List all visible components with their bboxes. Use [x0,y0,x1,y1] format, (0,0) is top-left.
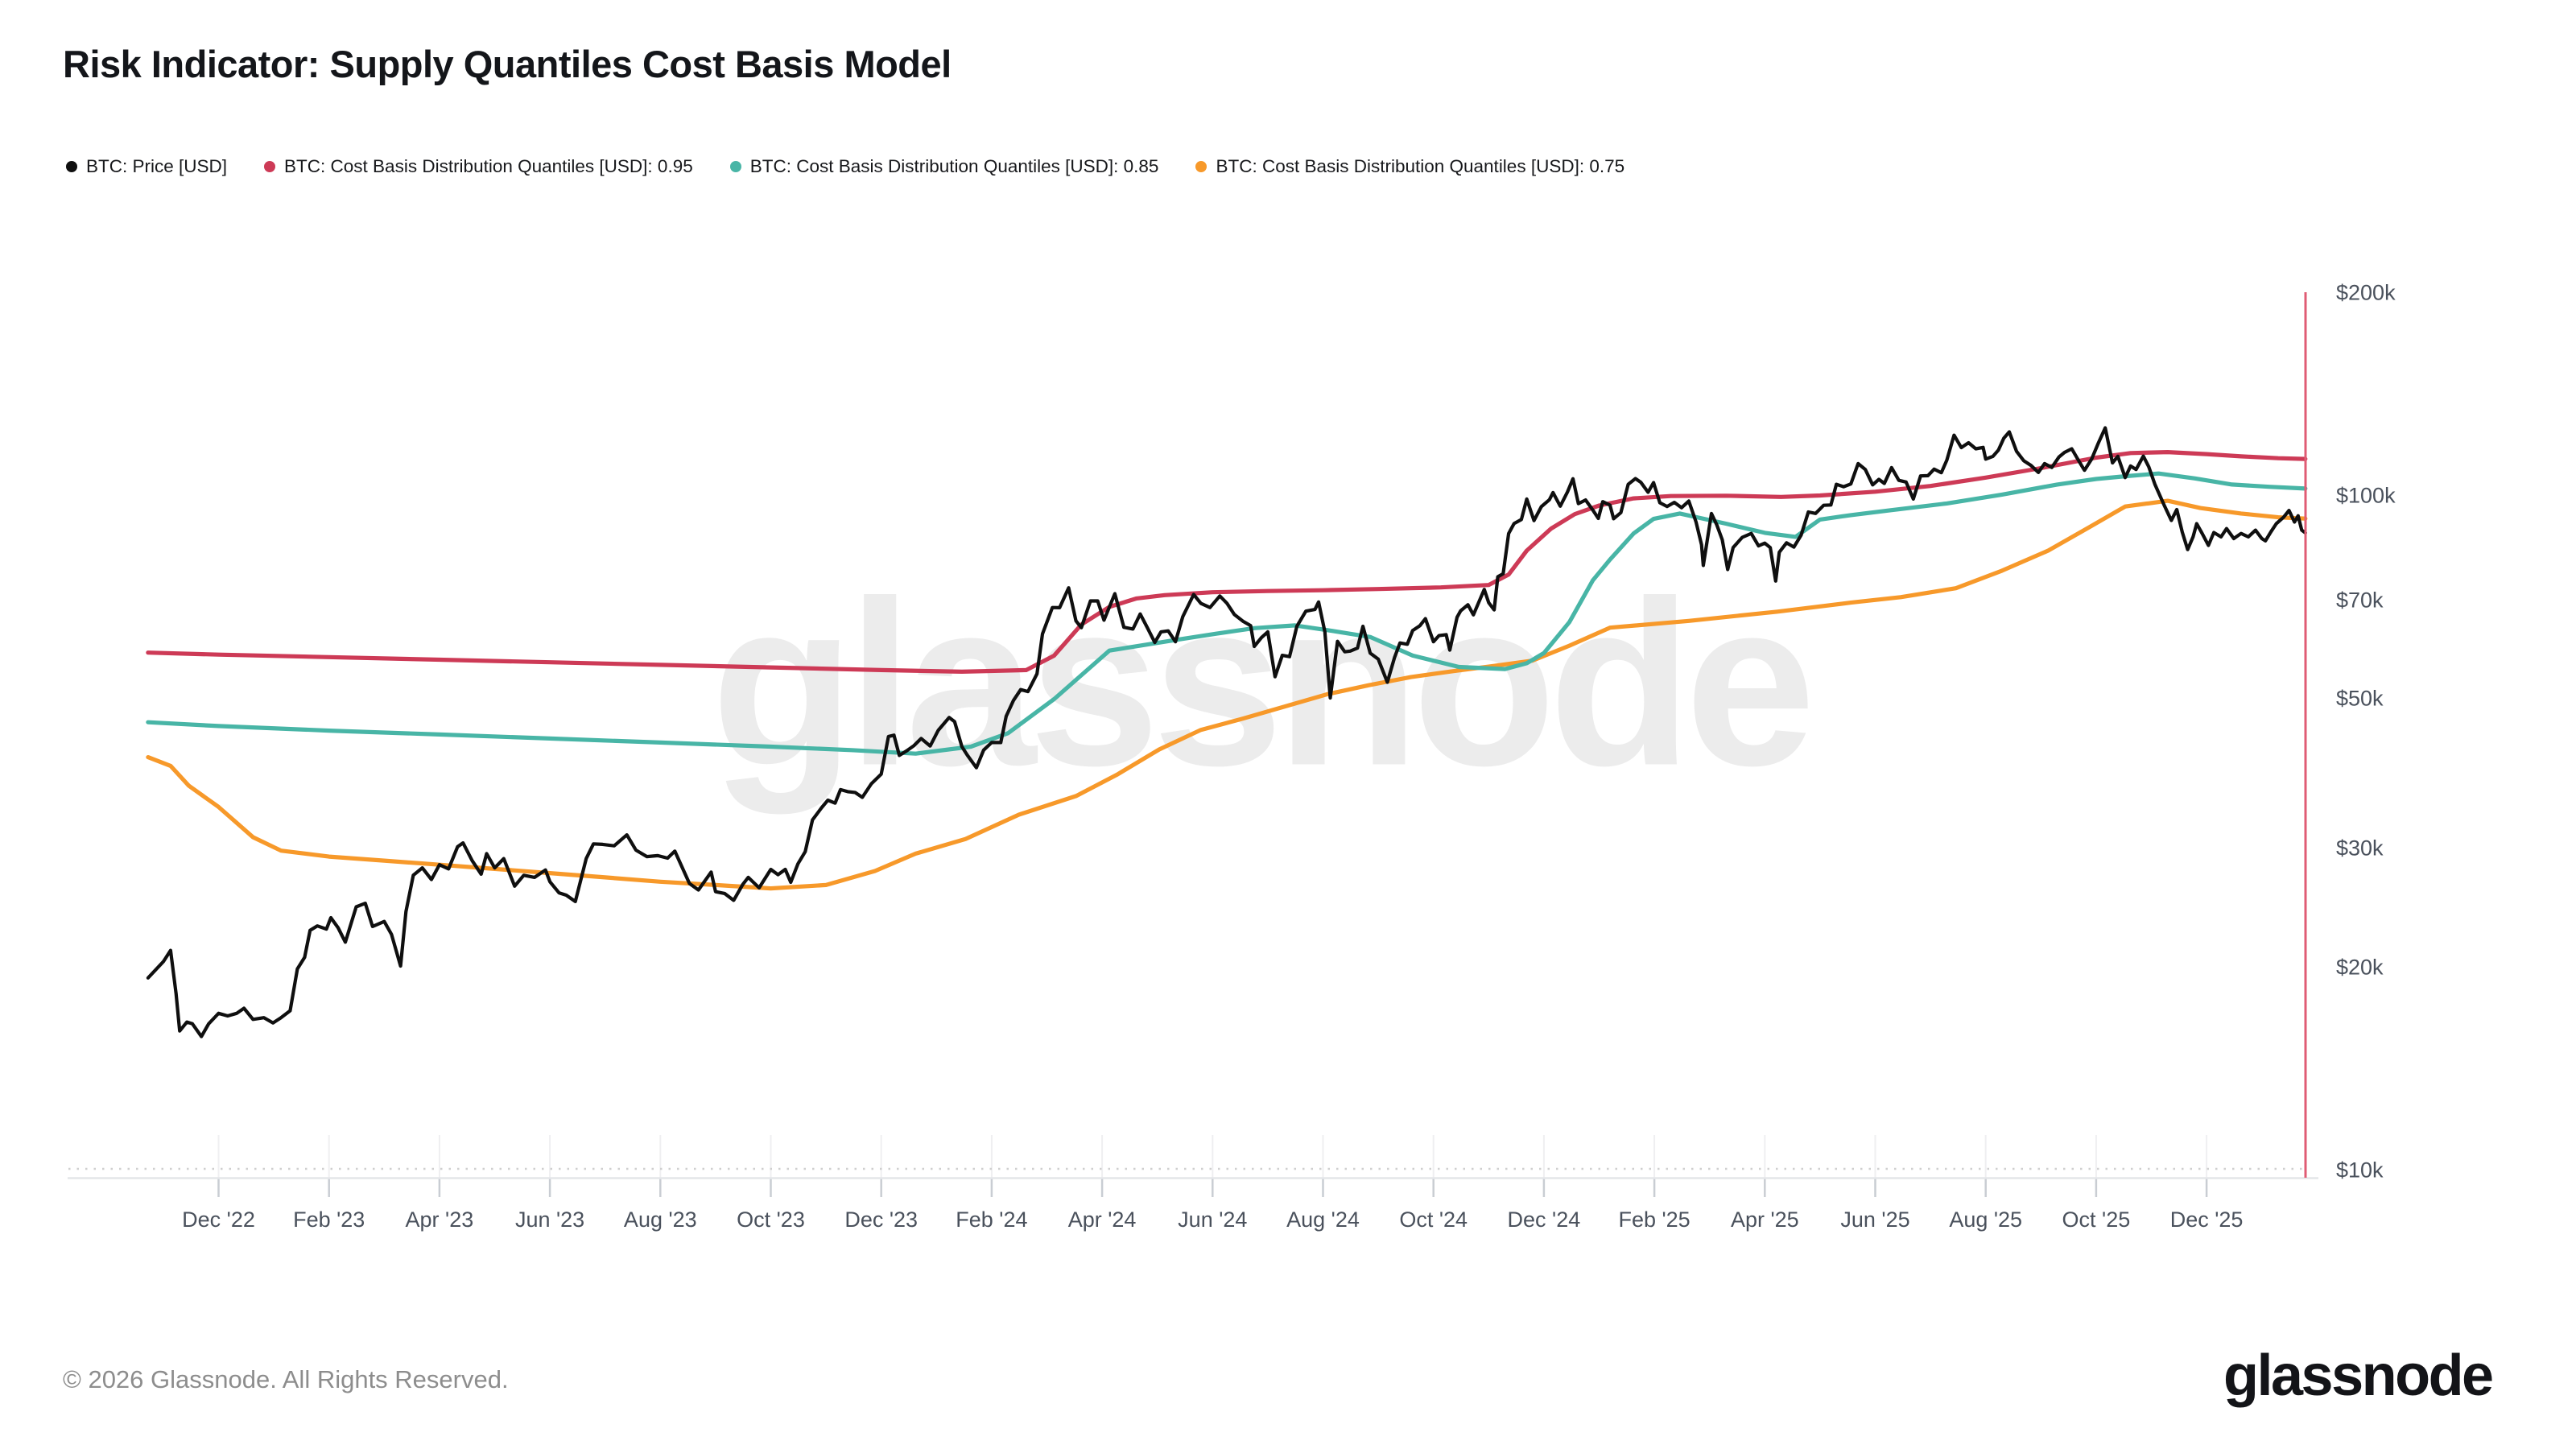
legend-label: BTC: Cost Basis Distribution Quantiles [… [1216,156,1625,176]
legend-dot-icon [1195,161,1208,172]
x-tick-label: Jun '24 [1178,1208,1248,1232]
y-tick-label: $70k [2336,588,2384,613]
legend-label: BTC: Cost Basis Distribution Quantiles [… [284,156,693,176]
y-tick-label: $50k [2336,686,2384,711]
copyright-text: © 2026 Glassnode. All Rights Reserved. [63,1365,509,1393]
chart-legend: BTC: Price [USD] BTC: Cost Basis Distribu… [66,156,1624,177]
x-tick-label: Aug '24 [1286,1208,1360,1232]
y-tick-label: $100k [2336,483,2396,508]
legend-label: BTC: Cost Basis Distribution Quantiles [… [749,156,1159,176]
x-tick-label: Feb '23 [293,1208,365,1232]
legend-item[interactable]: BTC: Cost Basis Distribution Quantiles [… [1195,156,1624,177]
price-line[interactable] [146,426,2307,1038]
x-tick-label: Dec '24 [1507,1208,1581,1232]
x-tick-label: Dec '22 [182,1208,255,1232]
x-tick-label: Jun '23 [514,1208,585,1232]
legend-item[interactable]: BTC: Cost Basis Distribution Quantiles [… [729,156,1159,177]
y-tick-label: $10k [2336,1158,2384,1183]
quantile-085-line[interactable] [146,471,2308,756]
legend-label: BTC: Price [USD] [86,156,228,176]
y-tick-label: $200k [2336,280,2396,305]
quantile-095-line[interactable] [146,449,2308,675]
x-tick-label: Oct '25 [2062,1208,2131,1232]
y-tick-label: $30k [2336,836,2384,861]
x-tick-label: Apr '23 [405,1208,474,1232]
legend-dot-icon [729,161,741,172]
y-tick-label: $20k [2336,955,2384,980]
legend-item[interactable]: BTC: Price [USD] [66,156,227,177]
x-tick-label: Oct '23 [737,1208,805,1232]
legend-dot-icon [264,161,276,172]
x-tick-label: Apr '24 [1067,1208,1137,1232]
x-tick-label: Feb '25 [1618,1208,1690,1232]
x-tick-label: Aug '25 [1949,1208,2023,1232]
glassnode-logo: glassnode [2223,1344,2494,1408]
x-tick-label: Aug '23 [623,1208,697,1232]
x-tick-label: Jun '25 [1840,1208,1910,1232]
x-tick-label: Dec '23 [844,1208,919,1232]
quantile-075-line[interactable] [146,498,2308,891]
page-title: Risk Indicator: Supply Quantiles Cost Ba… [63,43,952,85]
legend-item[interactable]: BTC: Cost Basis Distribution Quantiles [… [264,156,693,177]
x-tick-label: Feb '24 [956,1208,1028,1232]
legend-dot-icon [66,161,77,172]
x-tick-label: Oct '24 [1399,1208,1468,1232]
x-tick-label: Apr '25 [1730,1208,1799,1232]
x-tick-label: Dec '25 [2169,1208,2244,1232]
